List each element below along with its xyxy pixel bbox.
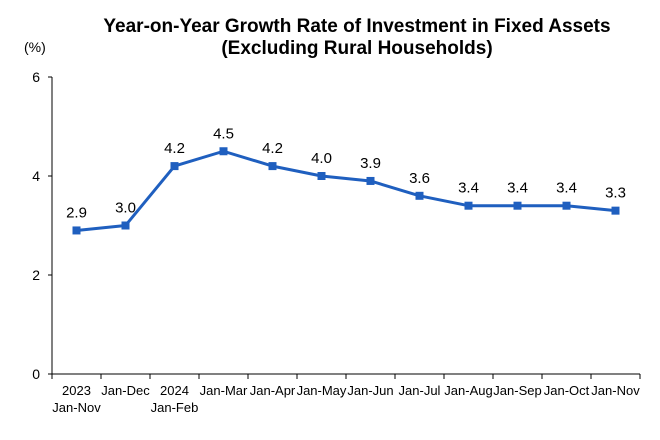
data-label: 3.9	[360, 155, 381, 172]
data-point-marker	[317, 172, 326, 180]
data-point-marker	[268, 162, 277, 171]
x-tick-label: Jan-Jun	[347, 383, 393, 398]
data-label: 3.4	[458, 180, 479, 197]
data-label: 2.9	[66, 204, 87, 221]
x-tick-label: Jan-May	[297, 383, 347, 398]
x-tick-label: Jan-Nov	[591, 383, 640, 398]
data-point-marker	[219, 147, 228, 156]
x-tick-label: Jan-Aug	[444, 383, 492, 398]
series-growth-rate	[72, 147, 620, 235]
data-labels: 2.9 3.0 4.2 4.5 4.2 4.0 3.9 3.6 3.4 3.4 3.4 3.3	[66, 125, 626, 221]
data-point-marker	[121, 221, 130, 230]
data-point-marker	[513, 201, 522, 210]
x-tick-label: Jan-Sep	[493, 383, 541, 398]
data-label: 3.3	[605, 185, 626, 202]
data-label: 4.5	[213, 125, 234, 142]
x-tick-label: Jan-Dec	[101, 383, 150, 398]
data-point-marker	[464, 201, 473, 210]
x-tick-label: Jan-Apr	[250, 383, 296, 398]
y-tick-label: 0	[32, 366, 40, 382]
x-tick-label: Jan-Oct	[544, 383, 590, 398]
data-label: 3.4	[556, 180, 577, 197]
data-label: 4.2	[262, 140, 283, 157]
data-point-marker	[562, 201, 571, 210]
y-unit-label: (%)	[24, 39, 46, 55]
series-line	[76, 149, 616, 232]
data-label: 3.4	[507, 180, 528, 197]
data-point-marker	[611, 206, 620, 215]
x-tick-label: Jan-Mar	[200, 383, 248, 398]
x-tick-label: Jan-Nov	[52, 400, 101, 415]
data-point-marker	[366, 176, 375, 185]
y-ticks: 0 2 4 6	[32, 69, 52, 382]
data-point-marker	[415, 191, 424, 200]
chart-title-line-1: Year-on-Year Growth Rate of Investment i…	[103, 16, 610, 37]
x-tick-label: Jan-Jul	[399, 383, 441, 398]
y-tick-label: 6	[32, 69, 40, 85]
data-label: 4.0	[311, 150, 332, 167]
y-tick-label: 4	[32, 168, 40, 184]
data-point-marker	[72, 226, 81, 235]
x-tick-label: Jan-Feb	[151, 400, 199, 415]
x-tick-label: 2024	[160, 383, 189, 398]
data-label: 4.2	[164, 140, 185, 157]
data-point-marker	[170, 162, 179, 171]
data-label: 3.0	[115, 200, 136, 217]
data-label: 3.6	[409, 170, 430, 187]
chart-title-line-2: (Excluding Rural Households)	[221, 38, 492, 59]
y-tick-label: 2	[32, 267, 40, 283]
x-tick-label: 2023	[62, 383, 91, 398]
